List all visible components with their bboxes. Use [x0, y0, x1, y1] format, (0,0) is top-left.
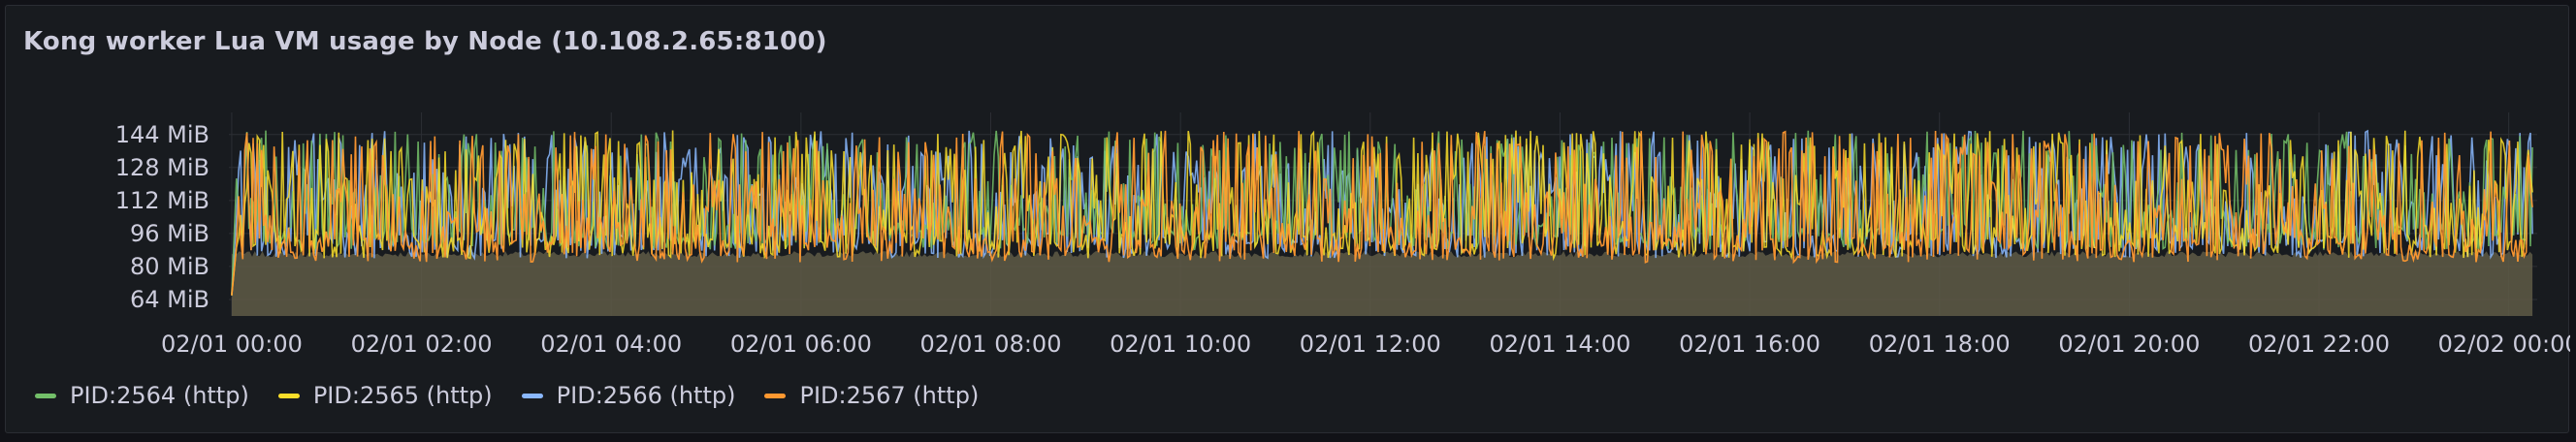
x-tick-label: 02/01 16:00	[1679, 331, 1820, 358]
legend-item-pid-2567[interactable]: PID:2567 (http)	[764, 382, 979, 409]
x-tick-label: 02/01 14:00	[1489, 331, 1630, 358]
y-tick-label: 112 MiB	[115, 187, 209, 214]
legend-item-pid-2564[interactable]: PID:2564 (http)	[35, 382, 249, 409]
y-tick-label: 80 MiB	[130, 253, 209, 280]
x-tick-label: 02/01 22:00	[2248, 331, 2390, 358]
legend-label-pid-2567: PID:2567 (http)	[799, 382, 980, 409]
x-tick-label: 02/01 06:00	[730, 331, 872, 358]
y-tick-label: 96 MiB	[130, 220, 209, 247]
x-tick-label: 02/01 04:00	[540, 331, 682, 358]
legend-item-pid-2566[interactable]: PID:2566 (http)	[521, 382, 736, 409]
chart-panel: Kong worker Lua VM usage by Node (10.108…	[5, 5, 2570, 434]
legend-swatch-pid-2565	[277, 393, 300, 398]
legend-item-pid-2565[interactable]: PID:2565 (http)	[277, 382, 493, 409]
legend-label-pid-2564: PID:2564 (http)	[70, 382, 249, 409]
x-tick-label: 02/01 18:00	[1869, 331, 2011, 358]
y-tick-label: 128 MiB	[115, 154, 209, 181]
chart-area[interactable]: 64 MiB 80 MiB 96 MiB 112 MiB 128 MiB 144 MiB 0…	[6, 6, 2570, 434]
legend-swatch-pid-2564	[35, 393, 56, 398]
legend-swatch-pid-2567	[764, 393, 787, 398]
x-tick-label: 02/01 02:00	[351, 331, 493, 358]
series-line-pid-2565-http	[231, 130, 2533, 296]
legend-swatch-pid-2566	[521, 393, 543, 398]
x-tick-label: 02/01 10:00	[1110, 331, 1251, 358]
x-tick-label: 02/01 12:00	[1300, 331, 1441, 358]
x-tick-label: 02/01 20:00	[2058, 331, 2200, 358]
panel-title[interactable]: Kong worker Lua VM usage by Node (10.108…	[23, 27, 827, 56]
series-fill-area	[231, 251, 2533, 316]
legend-label-pid-2565: PID:2565 (http)	[312, 382, 493, 409]
chart-legend: PID:2564 (http) PID:2565 (http) PID:2566…	[35, 382, 979, 409]
x-tick-label: 02/01 00:00	[161, 331, 303, 358]
legend-label-pid-2566: PID:2566 (http)	[556, 382, 736, 409]
y-tick-label: 144 MiB	[115, 121, 209, 148]
y-tick-label: 64 MiB	[130, 286, 209, 313]
x-tick-label: 02/01 08:00	[920, 331, 1062, 358]
series-line-pid-2567-http	[231, 130, 2533, 296]
x-tick-label: 02/02 00:00	[2438, 331, 2570, 358]
